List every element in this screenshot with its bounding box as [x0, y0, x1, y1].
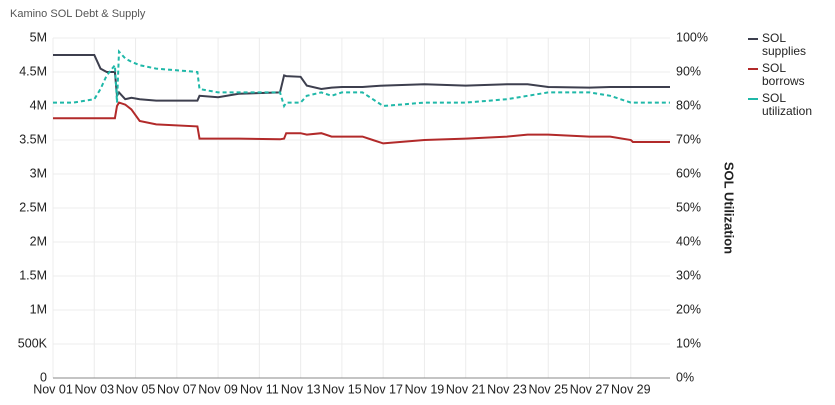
x-tick-label: Nov 11 — [240, 382, 279, 396]
legend-label: SOL supplies — [762, 31, 807, 58]
x-tick-label: Nov 05 — [116, 382, 156, 396]
y2-tick-label: 40% — [676, 234, 701, 248]
y2-tick-label: 30% — [676, 268, 701, 282]
x-tick-label: Nov 09 — [198, 382, 238, 396]
x-tick-label: Nov 03 — [74, 382, 114, 396]
legend-swatch — [748, 68, 758, 70]
legend-swatch — [748, 38, 758, 40]
y-tick-label: 3M — [30, 166, 47, 180]
x-tick-label: Nov 29 — [611, 382, 651, 396]
legend-label: SOL utilization — [762, 91, 813, 118]
y2-tick-label: 10% — [676, 336, 701, 350]
x-tick-label: Nov 13 — [281, 382, 321, 396]
y2-axis-title: SOL Utilization — [722, 162, 737, 254]
x-tick-label: Nov 19 — [405, 382, 445, 396]
series-line — [53, 54, 670, 102]
series-line — [53, 101, 670, 145]
chart-title: Kamino SOL Debt & Supply — [10, 8, 146, 20]
x-tick-label: Nov 01 — [33, 382, 73, 396]
x-tick-label: Nov 07 — [157, 382, 197, 396]
legend-swatch — [748, 98, 758, 100]
y-tick-label: 5M — [30, 30, 47, 44]
x-tick-label: Nov 27 — [570, 382, 610, 396]
x-tick-label: Nov 17 — [363, 382, 403, 396]
legend: SOL supplies SOL borrows SOL utilization — [748, 32, 830, 122]
y-tick-label: 0 — [40, 370, 47, 384]
y-tick-label: 2M — [30, 234, 47, 248]
y-tick-label: 1.5M — [19, 268, 47, 282]
legend-label: SOL borrows — [762, 61, 805, 88]
y2-tick-label: 50% — [676, 200, 701, 214]
y-tick-label: 2.5M — [19, 200, 47, 214]
series-line — [53, 49, 670, 109]
y-tick-label: 1M — [30, 302, 47, 316]
x-tick-label: Nov 21 — [446, 382, 486, 396]
y-tick-label: 500K — [18, 336, 48, 350]
y2-tick-label: 70% — [676, 132, 701, 146]
x-tick-label: Nov 15 — [322, 382, 362, 396]
y-tick-label: 3.5M — [19, 132, 47, 146]
y-tick-label: 4.5M — [19, 64, 47, 78]
y2-tick-label: 100% — [676, 30, 708, 44]
y-tick-label: 4M — [30, 98, 47, 112]
y2-tick-label: 60% — [676, 166, 701, 180]
y2-tick-label: 0% — [676, 370, 694, 384]
legend-item[interactable]: SOL utilization — [748, 92, 830, 118]
y2-tick-label: 80% — [676, 98, 701, 112]
y2-tick-label: 20% — [676, 302, 701, 316]
legend-item[interactable]: SOL borrows — [748, 62, 830, 88]
legend-item[interactable]: SOL supplies — [748, 32, 830, 58]
x-tick-label: Nov 25 — [528, 382, 568, 396]
x-tick-label: Nov 23 — [487, 382, 527, 396]
y2-tick-label: 90% — [676, 64, 701, 78]
